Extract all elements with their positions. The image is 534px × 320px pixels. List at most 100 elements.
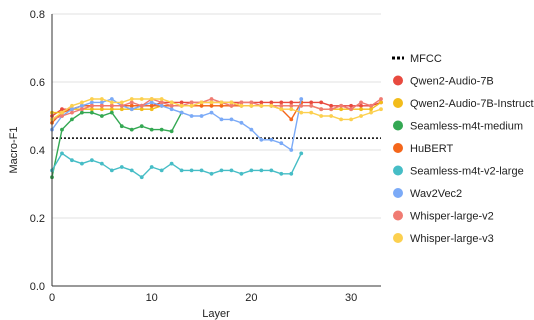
data-point [369, 103, 373, 108]
data-point [109, 97, 114, 101]
y-tick-label: 0.0 [30, 281, 45, 293]
data-point [249, 103, 254, 108]
data-point [109, 168, 114, 173]
data-point [369, 110, 373, 115]
data-point [219, 100, 224, 105]
data-point [339, 103, 344, 108]
legend-item: Whisper-large-v2 [393, 210, 494, 223]
data-point [99, 103, 104, 108]
legend-swatch [393, 188, 403, 198]
data-point [129, 107, 134, 112]
legend-item: Seamless-m4t-v2-large [393, 165, 524, 178]
legend-item: Whisper-large-v3 [393, 233, 494, 245]
grid [52, 13, 381, 219]
data-point [199, 103, 204, 108]
legend-label: Seamless-m4t-medium [410, 121, 523, 133]
data-point [229, 168, 234, 173]
data-point [80, 110, 84, 115]
legend-label: Wav2Vec2 [410, 188, 462, 200]
data-point [239, 120, 244, 125]
data-point [70, 110, 74, 115]
data-point [119, 100, 124, 105]
data-point [60, 127, 64, 132]
data-point [279, 141, 284, 146]
data-point [209, 103, 214, 108]
legend-label: Qwen2-Audio-7B [410, 76, 494, 88]
legend-item: Seamless-m4t-medium [393, 120, 523, 133]
data-point [99, 100, 104, 105]
data-point [70, 103, 74, 108]
data-point [359, 107, 363, 112]
data-point [209, 100, 214, 105]
series-seamless-m4t-v2-large [50, 151, 304, 180]
data-point [249, 100, 254, 105]
data-point [379, 97, 383, 101]
data-point [319, 114, 324, 118]
data-point [70, 158, 74, 163]
tick-labels: 0.0 0.2 0.4 0.6 0.8 0 10 20 30 [30, 9, 358, 304]
data-point [70, 117, 74, 122]
data-point [80, 100, 84, 105]
data-point [179, 168, 184, 173]
legend-swatch [393, 120, 403, 131]
data-point [129, 100, 134, 105]
data-point [229, 103, 234, 108]
data-point [239, 171, 244, 176]
x-tick-label: 10 [146, 292, 158, 304]
data-point [309, 103, 314, 108]
data-point [139, 124, 144, 129]
data-point [209, 97, 214, 101]
data-point [329, 114, 334, 118]
data-point [239, 103, 244, 108]
data-point [199, 168, 204, 173]
data-point [189, 114, 194, 118]
data-point [169, 161, 174, 166]
data-point [279, 103, 284, 108]
data-point [199, 114, 204, 118]
data-point [189, 168, 194, 173]
data-point [89, 100, 94, 105]
legend-item: HuBERT [393, 143, 453, 155]
data-point [359, 103, 363, 108]
data-point [289, 103, 294, 108]
data-point [339, 107, 344, 112]
data-point [309, 100, 314, 105]
data-point [80, 107, 84, 112]
data-point [229, 117, 234, 122]
data-point [60, 151, 64, 156]
data-point [129, 97, 134, 101]
legend-label: Qwen2-Audio-7B-Instruct [410, 98, 534, 110]
data-point [159, 127, 164, 132]
data-point [379, 107, 383, 112]
data-point [109, 107, 114, 112]
data-point [80, 103, 84, 108]
data-point [259, 100, 264, 105]
data-point [289, 100, 294, 105]
data-point [159, 100, 164, 105]
data-point [139, 175, 144, 180]
data-point [229, 100, 234, 105]
data-point [149, 165, 154, 169]
data-point [319, 100, 324, 105]
series-line [51, 111, 183, 178]
data-point [149, 97, 154, 101]
data-point [219, 168, 224, 173]
data-point [219, 103, 224, 108]
y-tick-label: 0.8 [30, 9, 45, 21]
data-point [159, 168, 164, 173]
data-point [259, 168, 264, 173]
data-point [99, 97, 104, 101]
x-tick-label: 20 [245, 292, 257, 304]
data-point [379, 100, 383, 105]
legend-swatch [393, 165, 403, 176]
legend-item: Wav2Vec2 [393, 188, 462, 200]
data-point [249, 168, 254, 173]
series-line [51, 98, 382, 121]
data-point [80, 161, 84, 166]
data-point [149, 103, 154, 108]
legend-label: Whisper-large-v3 [410, 233, 494, 245]
data-point [159, 97, 164, 101]
data-point [269, 100, 274, 105]
data-point [269, 103, 274, 108]
